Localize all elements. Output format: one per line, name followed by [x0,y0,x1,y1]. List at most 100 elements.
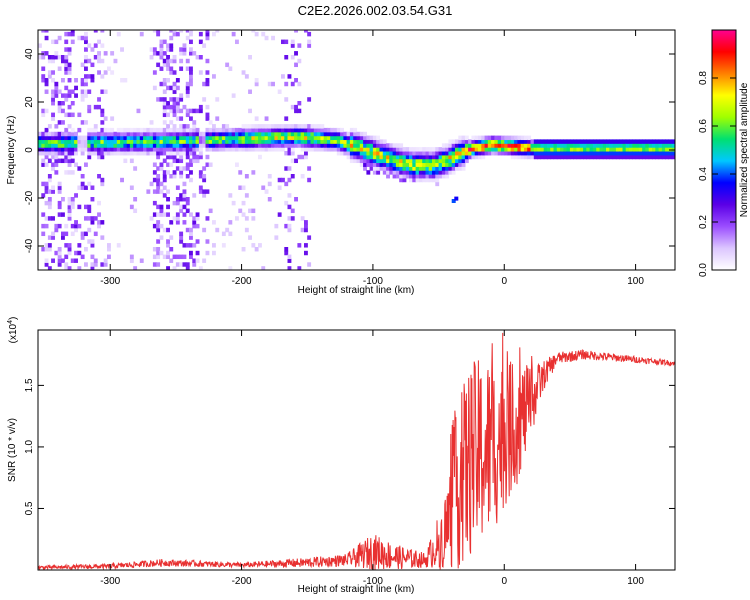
heatmap-cell [41,51,46,56]
heatmap-cell [93,55,98,60]
heatmap-cell [87,108,92,114]
heatmap-cell [307,147,312,152]
heatmap-cell [152,70,157,75]
heatmap-cell [238,185,243,190]
heatmap-cell [267,197,272,202]
heatmap-cell [661,143,666,148]
heatmap-cell [300,139,305,144]
heatmap-cell [287,127,292,133]
heatmap-cell [103,51,108,56]
heatmap-cell [251,216,256,221]
heatmap-cell [169,220,174,225]
heatmap-cell [294,131,298,137]
heatmap-cell [415,170,420,175]
heatmap-cell [172,112,177,118]
heatmap-cell [445,154,450,160]
heatmap-cell [172,124,177,129]
heatmap-cell [284,247,289,252]
heatmap-cell [175,220,180,225]
heatmap-cell [77,185,82,190]
heatmap-cell [238,208,243,214]
heatmap-cell [149,120,154,125]
heatmap-cell [162,62,167,68]
heatmap-cell [635,139,640,144]
heatmap-cell [445,143,450,148]
heatmap-cell [84,216,88,221]
heatmap-cell [156,189,161,194]
snr-y-ticks: 0.51.01.5 [24,378,675,515]
heatmap-cell [287,204,292,210]
heatmap-cell [248,147,252,152]
heatmap-cell [379,143,384,148]
heatmap-cell [271,139,275,144]
spectrogram-y-label: Frequency (Hz) [6,116,17,185]
heatmap-cell [100,181,105,187]
heatmap-cell [648,143,653,148]
heatmap-cell [182,131,187,137]
heatmap-cell [182,204,187,210]
heatmap-cell [221,231,226,237]
heatmap-cell [228,143,233,148]
heatmap-cell [320,135,325,141]
heatmap-cell [156,135,161,141]
heatmap-cell [386,170,390,175]
heatmap-cell [254,147,259,152]
heatmap-cell [93,258,98,263]
heatmap-cell [110,127,115,133]
heatmap-cell [504,143,509,148]
heatmap-cell [84,135,88,141]
heatmap-cell [162,139,167,144]
heatmap-cell [113,58,118,64]
heatmap-cell [162,101,167,106]
heatmap-cell [606,139,610,144]
heatmap-cell [44,189,49,194]
heatmap-cell [369,154,374,160]
heatmap-cell [57,143,62,148]
heatmap-cell [74,85,78,91]
heatmap-cell [44,154,49,160]
heatmap-cell [64,231,69,237]
heatmap-cell [556,143,561,148]
heatmap-cell [267,147,272,152]
heatmap-cell [573,154,578,160]
heatmap-cell [386,162,390,167]
heatmap-cell [116,147,121,152]
heatmap-cell [340,135,344,141]
heatmap-cell [297,154,302,160]
heatmap-cell [57,189,62,194]
heatmap-cell [84,35,88,41]
heatmap-cell [284,127,289,133]
heatmap-cell [44,51,49,56]
heatmap-cell [409,177,413,183]
heatmap-cell [179,193,184,198]
heatmap-cell [44,81,49,87]
heatmap-cell [159,66,164,71]
heatmap-cell [172,254,177,260]
heatmap-cell [166,78,170,83]
heatmap-cell [392,143,397,148]
heatmap-cell [208,147,213,152]
heatmap-cell [366,151,371,156]
snr-background [38,330,675,570]
heatmap-cell [38,55,42,60]
heatmap-cell [159,51,164,56]
heatmap-cell [290,143,295,148]
heatmap-cell [152,47,157,52]
heatmap-cell [51,112,55,118]
heatmap-cell [149,147,154,152]
heatmap-cell [438,166,443,171]
heatmap-cell [638,139,643,144]
heatmap-cell [231,93,236,98]
heatmap-cell [349,154,354,160]
heatmap-cell [156,143,161,148]
heatmap-cell [93,43,98,48]
heatmap-cell [126,151,131,156]
heatmap-cell [70,223,75,229]
heatmap-cell [392,166,397,171]
colorbar-tick-label: 0.2 [698,215,709,229]
heatmap-cell [179,262,184,267]
heatmap-cell [64,127,69,133]
heatmap-cell [185,124,190,129]
heatmap-cell [425,177,430,183]
heatmap-cell [175,135,180,141]
